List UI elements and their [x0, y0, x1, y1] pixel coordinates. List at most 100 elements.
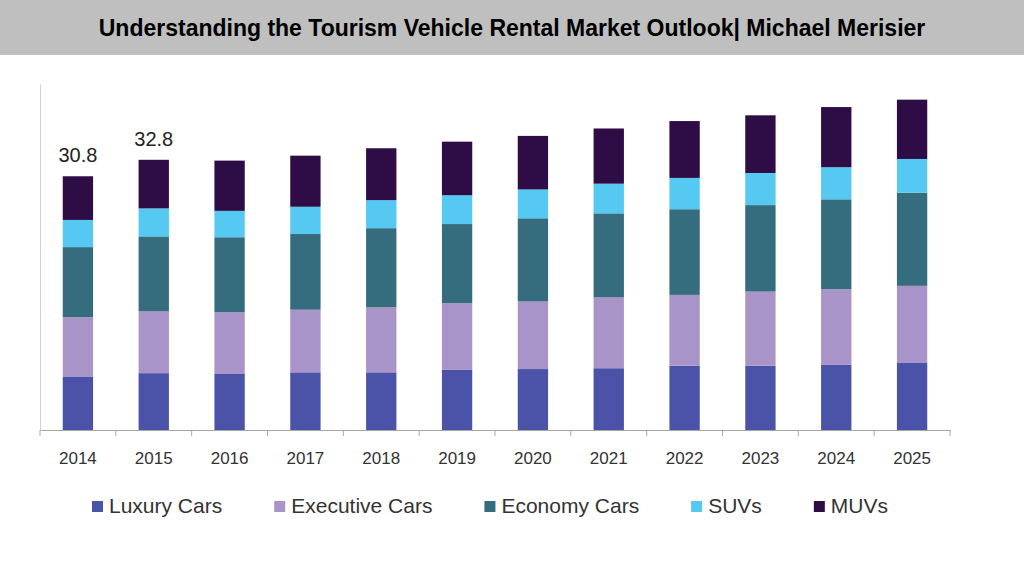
x-tick: 2017 — [287, 430, 325, 468]
bar-segment — [594, 128, 624, 183]
x-tick-label: 2016 — [211, 449, 249, 468]
category-dividers — [40, 430, 950, 436]
bar-segment — [63, 220, 93, 247]
legend-item: MUVs — [814, 494, 888, 517]
legend-label: SUVs — [708, 494, 762, 517]
y-axis-line — [40, 85, 41, 431]
bar-segment — [594, 213, 624, 297]
bar-segment — [63, 317, 93, 376]
bar-segment — [139, 236, 169, 311]
category-divider — [115, 430, 116, 436]
x-tick: 2020 — [514, 430, 552, 468]
legend-item: SUVs — [691, 494, 762, 517]
bar-segment — [290, 372, 320, 430]
legend-swatch — [814, 501, 825, 512]
bar-segment — [897, 286, 927, 363]
bar-segment — [366, 228, 396, 307]
bar-segment — [139, 373, 169, 430]
x-tick: 2024 — [817, 430, 855, 468]
x-tick: 2022 — [666, 430, 704, 468]
category-divider — [419, 430, 420, 436]
category-divider — [798, 430, 799, 436]
bar-segment — [594, 184, 624, 214]
legend-label: MUVs — [831, 494, 888, 517]
legend-swatch — [92, 501, 103, 512]
chart: Understanding the Tourism Vehicle Rental… — [0, 0, 1024, 576]
bar-segment — [669, 178, 699, 209]
bar-segment — [897, 362, 927, 430]
bar-segment — [214, 374, 244, 430]
x-tick: 2014 — [59, 430, 97, 468]
x-tick: 2021 — [590, 430, 628, 468]
legend-label: Luxury Cars — [109, 494, 222, 517]
category-divider — [343, 430, 344, 436]
annotation: 32.8 — [134, 128, 173, 150]
category-divider — [646, 430, 647, 436]
bar-segment — [442, 303, 472, 370]
category-divider — [570, 430, 571, 436]
bar-segment — [214, 312, 244, 374]
bar-segment — [518, 136, 548, 190]
series-bars — [63, 362, 928, 430]
legend-label: Executive Cars — [291, 494, 432, 517]
bar-segment — [518, 301, 548, 369]
x-tick-label: 2018 — [362, 449, 400, 468]
bar-segment — [290, 207, 320, 234]
x-axis: 2014201520162017201820192020202120222023… — [41, 430, 951, 468]
bar-segment — [594, 368, 624, 430]
bar-segment — [442, 370, 472, 430]
bar-segment — [442, 142, 472, 196]
series-bars — [63, 159, 928, 247]
category-divider — [40, 430, 41, 436]
x-tick: 2016 — [211, 430, 249, 468]
title-banner — [0, 0, 1024, 55]
series-bars — [63, 193, 928, 317]
bar-segment — [518, 369, 548, 430]
x-tick-label: 2024 — [817, 449, 855, 468]
category-divider — [950, 430, 951, 436]
bar-segment — [897, 193, 927, 286]
bar-segment — [139, 208, 169, 236]
x-tick-label: 2017 — [287, 449, 325, 468]
bar-segment — [139, 311, 169, 373]
bar-segment — [442, 224, 472, 303]
legend-item: Luxury Cars — [92, 494, 222, 517]
category-divider — [874, 430, 875, 436]
annotations: 30.832.8 — [58, 128, 173, 166]
bar-segment — [745, 205, 775, 292]
bar-segment — [214, 211, 244, 237]
x-tick: 2023 — [742, 430, 780, 468]
bar-segment — [669, 295, 699, 366]
bar-segment — [897, 100, 927, 159]
x-tick: 2018 — [362, 430, 400, 468]
bar-segment — [745, 173, 775, 205]
category-divider — [495, 430, 496, 436]
bar-segment — [63, 376, 93, 430]
bar-segment — [63, 247, 93, 317]
bar-segment — [669, 121, 699, 178]
bar-segment — [669, 366, 699, 430]
bar-segment — [366, 200, 396, 228]
bar-segment — [745, 366, 775, 430]
series-bars — [63, 286, 928, 377]
legend-item: Economy Cars — [484, 494, 639, 517]
legend-swatch — [484, 501, 495, 512]
bar-segment — [366, 372, 396, 430]
x-tick-label: 2020 — [514, 449, 552, 468]
category-divider — [267, 430, 268, 436]
bar-segment — [366, 307, 396, 372]
bar-segment — [594, 297, 624, 368]
bar-segment — [290, 156, 320, 207]
bar-segment — [821, 167, 851, 199]
bar-segment — [745, 292, 775, 366]
series-bars — [63, 100, 928, 220]
bar-segment — [214, 237, 244, 312]
legend-label: Economy Cars — [501, 494, 639, 517]
category-divider — [191, 430, 192, 436]
bar-segment — [518, 189, 548, 218]
bar-segment — [669, 209, 699, 295]
x-tick-label: 2023 — [742, 449, 780, 468]
category-divider — [722, 430, 723, 436]
x-tick: 2025 — [893, 430, 931, 468]
legend-swatch — [691, 501, 702, 512]
